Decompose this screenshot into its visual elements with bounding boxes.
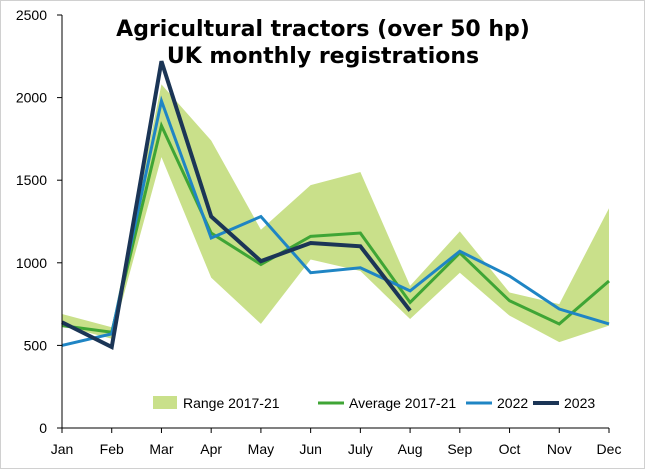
chart-subtitle: UK monthly registrations bbox=[167, 44, 479, 69]
x-tick-label: May bbox=[248, 441, 274, 457]
x-tick-label: Apr bbox=[200, 441, 222, 457]
y-tick-label: 0 bbox=[39, 420, 47, 436]
x-tick-label: Oct bbox=[499, 441, 521, 457]
series-line-2023 bbox=[61, 60, 412, 351]
y-tick-label: 500 bbox=[24, 337, 48, 353]
range-band-layer bbox=[62, 84, 609, 343]
y-tick-label: 2500 bbox=[16, 7, 47, 23]
series-layer bbox=[61, 60, 610, 351]
x-tick-label: Sep bbox=[447, 441, 472, 457]
legend-label: 2023 bbox=[564, 395, 595, 411]
y-tick-label: 1500 bbox=[16, 172, 47, 188]
axes-layer bbox=[57, 14, 610, 433]
y-tick-label: 2000 bbox=[16, 90, 47, 106]
legend-swatch-range bbox=[153, 396, 177, 409]
x-tick-label: July bbox=[348, 441, 373, 457]
legend-label: 2022 bbox=[497, 395, 528, 411]
y-tick-labels: 0 500 1000 1500 2000 2500 bbox=[16, 7, 47, 436]
x-tick-label: Jan bbox=[51, 441, 74, 457]
series-line-2022 bbox=[61, 95, 610, 347]
x-tick-label: Feb bbox=[100, 441, 124, 457]
x-tick-label: Nov bbox=[547, 441, 572, 457]
range-band bbox=[62, 84, 609, 343]
x-tick-label: Aug bbox=[398, 441, 423, 457]
legend-label: Average 2017-21 bbox=[349, 395, 456, 411]
x-tick-label: Dec bbox=[597, 441, 622, 457]
y-tick-label: 1000 bbox=[16, 255, 47, 271]
chart-title: Agricultural tractors (over 50 hp) bbox=[116, 17, 530, 42]
x-tick-label: Mar bbox=[149, 441, 173, 457]
x-tick-label: Jun bbox=[299, 441, 322, 457]
x-tick-labels: Jan Feb Mar Apr May Jun July Aug Sep Oct Nov Dec bbox=[51, 441, 622, 457]
legend-label: Range 2017-21 bbox=[183, 395, 280, 411]
legend: Range 2017-21 Average 2017-21 2022 2023 bbox=[153, 395, 595, 411]
series-line-average-2017-21 bbox=[61, 121, 610, 334]
